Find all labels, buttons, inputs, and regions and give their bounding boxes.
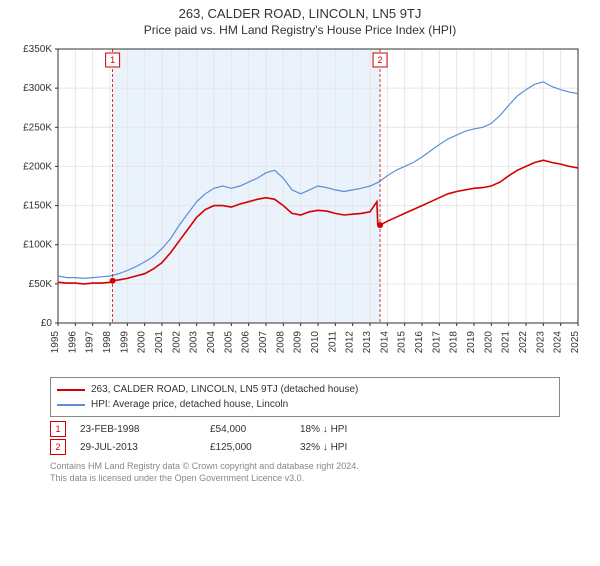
svg-text:2022: 2022 xyxy=(518,331,529,354)
svg-text:1996: 1996 xyxy=(67,331,78,354)
footer-attribution: Contains HM Land Registry data © Crown c… xyxy=(50,461,560,484)
svg-text:1995: 1995 xyxy=(50,331,61,354)
svg-text:£250K: £250K xyxy=(23,122,52,133)
svg-text:2018: 2018 xyxy=(449,331,460,354)
svg-text:1997: 1997 xyxy=(85,331,96,354)
svg-text:1999: 1999 xyxy=(119,331,130,354)
svg-text:2020: 2020 xyxy=(483,331,494,354)
svg-text:2025: 2025 xyxy=(570,331,581,354)
svg-text:2019: 2019 xyxy=(466,331,477,354)
legend-row: HPI: Average price, detached house, Linc… xyxy=(57,397,553,412)
svg-text:2012: 2012 xyxy=(345,331,356,354)
svg-text:2016: 2016 xyxy=(414,331,425,354)
svg-text:£100K: £100K xyxy=(23,240,52,251)
svg-text:2010: 2010 xyxy=(310,331,321,354)
svg-text:2005: 2005 xyxy=(223,331,234,354)
svg-text:£50K: £50K xyxy=(29,279,53,290)
sale-date: 23-FEB-1998 xyxy=(80,424,210,435)
legend-label: HPI: Average price, detached house, Linc… xyxy=(91,397,288,412)
svg-text:£300K: £300K xyxy=(23,83,52,94)
sale-price: £54,000 xyxy=(210,424,300,435)
sale-row: 2 29-JUL-2013£125,00032% ↓ HPI xyxy=(50,439,600,455)
sale-badge: 1 xyxy=(50,421,66,437)
svg-text:2000: 2000 xyxy=(137,331,148,354)
svg-text:£350K: £350K xyxy=(23,44,52,55)
footer-line2: This data is licensed under the Open Gov… xyxy=(50,473,560,485)
svg-text:2006: 2006 xyxy=(241,331,252,354)
svg-text:£150K: £150K xyxy=(23,201,52,212)
sale-delta: 18% ↓ HPI xyxy=(300,424,347,435)
legend-label: 263, CALDER ROAD, LINCOLN, LN5 9TJ (deta… xyxy=(91,382,358,397)
svg-text:1: 1 xyxy=(110,55,115,65)
sale-date: 29-JUL-2013 xyxy=(80,442,210,453)
svg-text:2015: 2015 xyxy=(397,331,408,354)
line-chart: £0 £50K £100K £150K £200K £250K £300K £350K 1995… xyxy=(10,41,590,371)
sale-price: £125,000 xyxy=(210,442,300,453)
footer-line1: Contains HM Land Registry data © Crown c… xyxy=(50,461,560,473)
chart-subtitle: Price paid vs. HM Land Registry's House … xyxy=(0,23,600,37)
legend-swatch xyxy=(57,389,85,391)
svg-text:£200K: £200K xyxy=(23,161,52,172)
svg-text:2: 2 xyxy=(378,55,383,65)
svg-text:2021: 2021 xyxy=(501,331,512,354)
sales-list: 1 23-FEB-1998£54,00018% ↓ HPI 2 29-JUL-2013… xyxy=(0,421,600,455)
svg-text:£0: £0 xyxy=(41,318,53,329)
legend-swatch xyxy=(57,404,85,406)
svg-text:2004: 2004 xyxy=(206,331,217,354)
sale-row: 1 23-FEB-1998£54,00018% ↓ HPI xyxy=(50,421,600,437)
sale-delta: 32% ↓ HPI xyxy=(300,442,347,453)
legend-row: 263, CALDER ROAD, LINCOLN, LN5 9TJ (deta… xyxy=(57,382,553,397)
chart-area: £0 £50K £100K £150K £200K £250K £300K £350K 1995… xyxy=(10,41,590,371)
svg-text:2011: 2011 xyxy=(327,331,338,353)
svg-text:2017: 2017 xyxy=(431,331,442,354)
svg-text:2009: 2009 xyxy=(293,331,304,354)
svg-text:2003: 2003 xyxy=(189,331,200,354)
svg-text:2014: 2014 xyxy=(379,331,390,354)
svg-text:2001: 2001 xyxy=(154,331,165,354)
svg-text:2008: 2008 xyxy=(275,331,286,354)
sale-badge: 2 xyxy=(50,439,66,455)
svg-text:2023: 2023 xyxy=(535,331,546,354)
legend: 263, CALDER ROAD, LINCOLN, LN5 9TJ (deta… xyxy=(50,377,560,417)
svg-text:2024: 2024 xyxy=(553,331,564,354)
svg-text:2007: 2007 xyxy=(258,331,269,354)
svg-text:1998: 1998 xyxy=(102,331,113,354)
svg-text:2013: 2013 xyxy=(362,331,373,354)
svg-text:2002: 2002 xyxy=(171,331,182,354)
chart-title: 263, CALDER ROAD, LINCOLN, LN5 9TJ xyxy=(0,6,600,21)
